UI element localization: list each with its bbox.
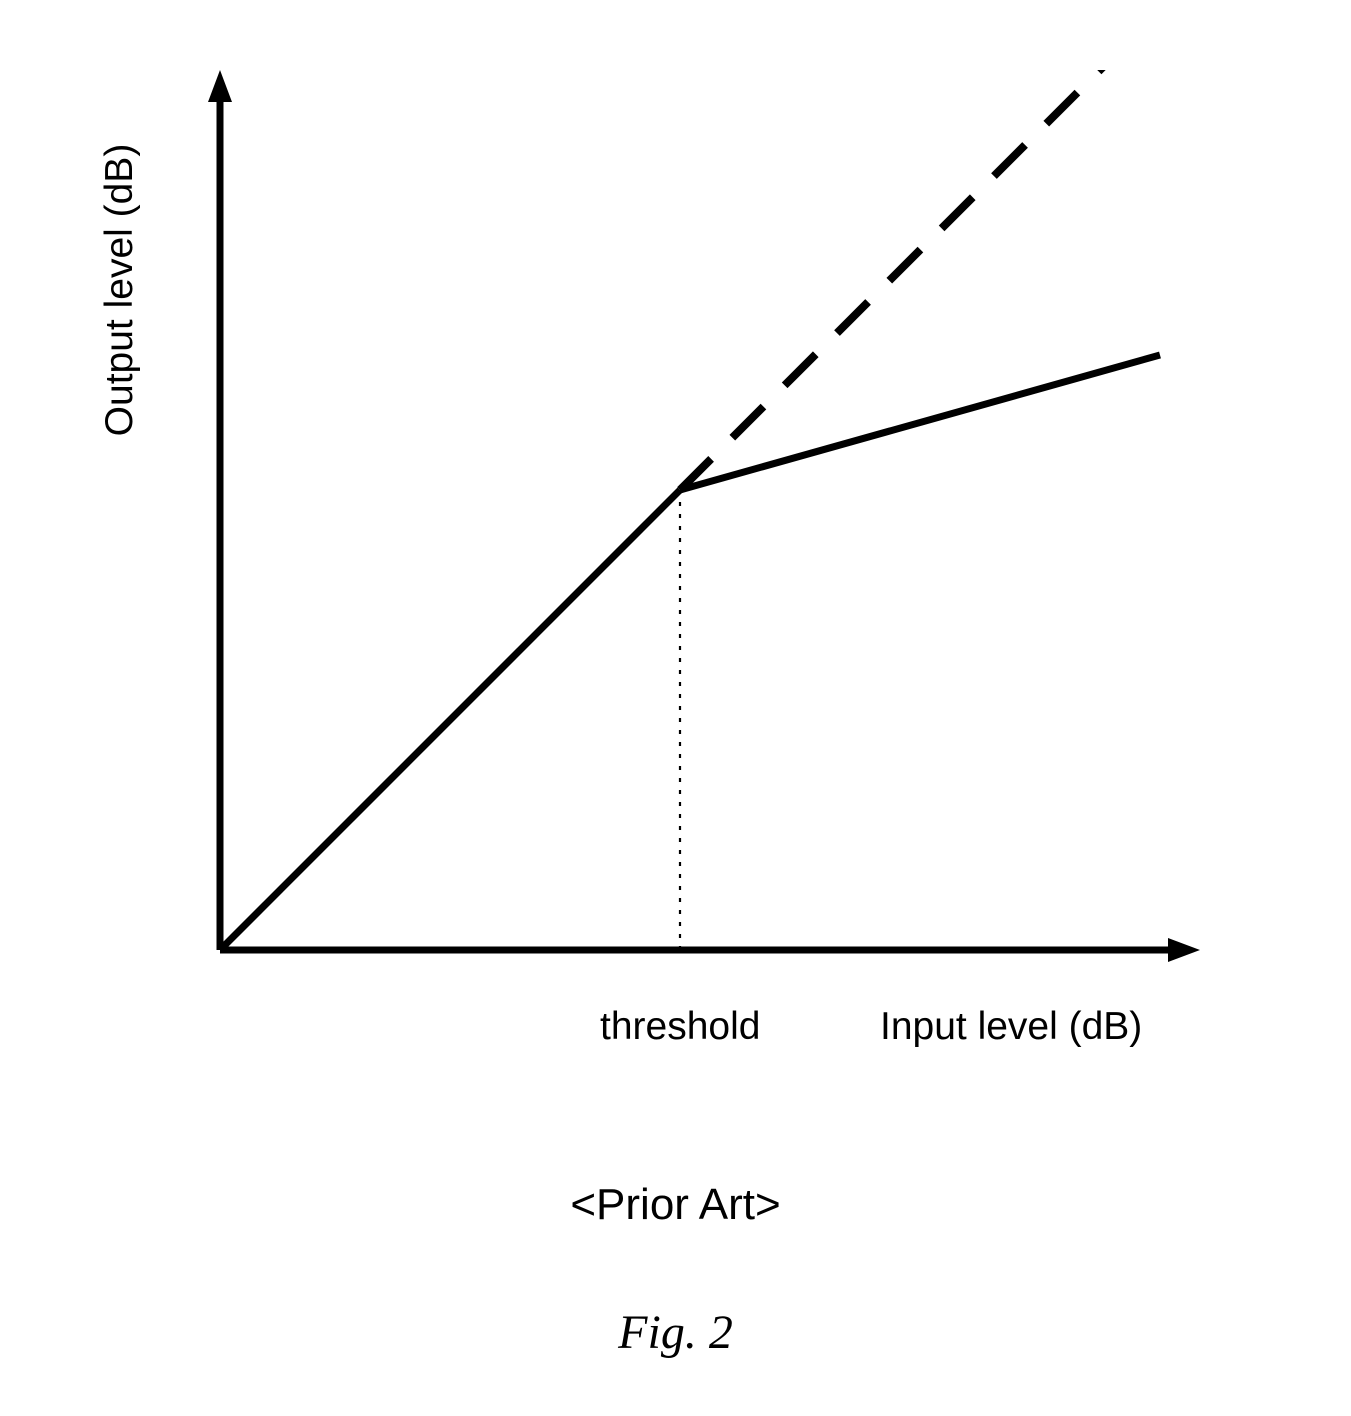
x-axis-arrowhead-icon bbox=[1168, 938, 1200, 962]
y-axis-arrowhead-icon bbox=[208, 70, 232, 102]
y-axis-label: Output level (dB) bbox=[98, 130, 142, 450]
chart-svg bbox=[160, 70, 1210, 1070]
figure-caption: Fig. 2 bbox=[0, 1305, 1351, 1360]
prior-art-caption: <Prior Art> bbox=[0, 1180, 1351, 1230]
threshold-label: threshold bbox=[600, 1005, 760, 1049]
unity-line-solid bbox=[220, 490, 680, 950]
page: Output level (dB) threshold Input level … bbox=[0, 0, 1351, 1416]
x-axis-label: Input level (dB) bbox=[880, 1005, 1142, 1049]
compressor-curve-diagram: Output level (dB) threshold Input level … bbox=[160, 70, 1210, 1070]
